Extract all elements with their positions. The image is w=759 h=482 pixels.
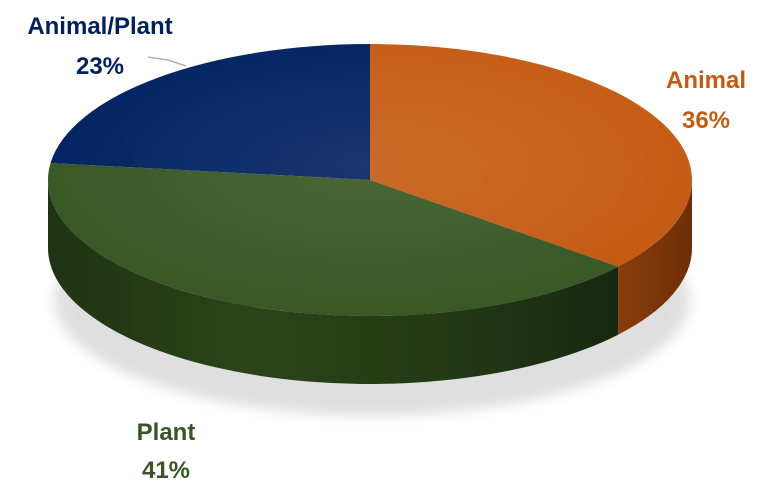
data-label-animal-value: 36%	[682, 107, 730, 134]
data-label-animal-plant-value: 23%	[76, 53, 124, 80]
pie-side-plant	[48, 180, 619, 385]
data-label-plant-name: Plant	[137, 419, 196, 446]
pie-slices	[47, 44, 692, 317]
data-label-animal-name: Animal	[666, 67, 746, 94]
pie-leader-lines	[147, 56, 187, 67]
pie-data-labels: Animal 36% Plant 41% Animal/Plant 23%	[27, 13, 746, 482]
data-label-animal-plant-name: Animal/Plant	[27, 13, 172, 40]
data-label-plant-value: 41%	[142, 457, 190, 482]
leader-line-animal-plant	[147, 56, 187, 67]
